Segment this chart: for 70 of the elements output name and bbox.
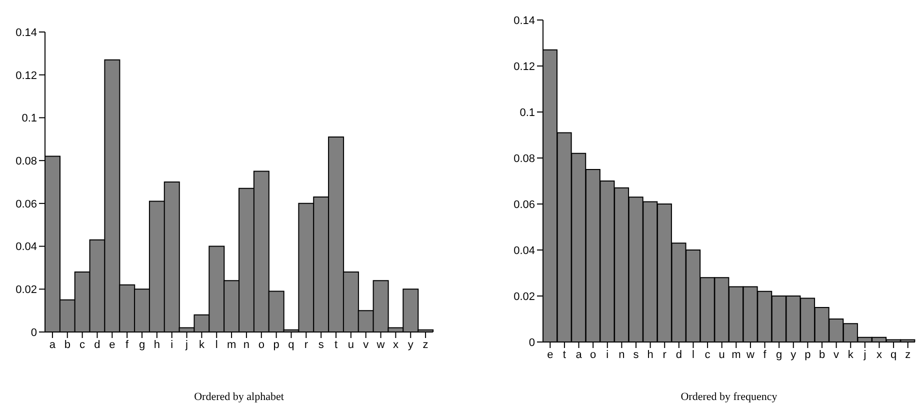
- x-tick-label: v: [834, 348, 840, 361]
- x-tick-label: k: [198, 338, 205, 351]
- x-tick-label: o: [258, 338, 264, 351]
- x-tick-label: o: [590, 348, 596, 361]
- x-tick-label: u: [718, 348, 725, 361]
- x-tick-label: y: [790, 348, 797, 361]
- y-tick-label: 0.06: [514, 198, 535, 211]
- x-tick-label: w: [376, 338, 385, 351]
- x-tick-label: p: [273, 338, 280, 351]
- y-tick-label: 0.08: [514, 152, 535, 165]
- x-tick-label: r: [662, 348, 667, 361]
- x-tick-label: q: [890, 348, 897, 361]
- x-tick-label: h: [647, 348, 654, 361]
- x-tick-label: t: [562, 348, 566, 361]
- x-tick-label: r: [304, 338, 308, 351]
- x-tick-label: j: [862, 348, 866, 361]
- x-tick-label: u: [348, 338, 354, 351]
- y-tick-label: 0.14: [514, 14, 535, 27]
- x-tick-label: b: [818, 348, 826, 361]
- x-tick-label: a: [576, 348, 583, 361]
- x-tick-label: e: [109, 338, 116, 351]
- x-tick-label: k: [848, 348, 854, 361]
- y-tick-label: 0.1: [22, 112, 37, 125]
- x-tick-label: i: [170, 338, 174, 351]
- y-tick-label: 0.04: [514, 244, 535, 257]
- y-tick-label: 0.12: [16, 70, 37, 82]
- x-tick-label: n: [618, 348, 625, 361]
- x-tick-label: p: [804, 348, 811, 361]
- x-tick-label: c: [80, 338, 86, 351]
- x-tick-label: w: [745, 348, 754, 361]
- x-tick-label: y: [408, 338, 414, 351]
- x-tick-label: s: [318, 338, 324, 351]
- x-tick-label: n: [243, 338, 250, 351]
- x-tick-label: h: [154, 338, 160, 351]
- x-tick-label: z: [422, 338, 428, 351]
- y-tick-label: 0.06: [16, 198, 37, 210]
- y-tick-label: 0.02: [514, 290, 535, 303]
- x-tick-label: x: [392, 338, 399, 351]
- x-tick-label: v: [363, 338, 370, 351]
- x-tick-label: d: [676, 348, 682, 361]
- y-tick-label: 0: [30, 326, 37, 339]
- y-tick-label: 0: [528, 336, 535, 349]
- x-tick-label: i: [606, 348, 609, 361]
- y-tick-label: 0.14: [16, 26, 37, 39]
- y-tick-label: 0.08: [16, 155, 37, 168]
- x-tick-label: z: [905, 348, 911, 361]
- y-tick-label: 0.1: [520, 106, 535, 119]
- x-tick-label: m: [226, 338, 236, 351]
- x-axis-title: Ordered by frequency: [680, 391, 778, 403]
- x-tick-label: m: [732, 348, 741, 361]
- x-tick-label: x: [876, 348, 882, 361]
- x-tick-label: c: [704, 348, 711, 361]
- x-tick-label: g: [776, 348, 782, 361]
- x-tick-label: e: [547, 348, 554, 361]
- x-tick-label: a: [49, 338, 56, 351]
- x-tick-label: q: [288, 338, 294, 351]
- x-tick-label: f: [126, 338, 130, 351]
- x-tick-label: b: [64, 338, 70, 351]
- x-tick-label: d: [94, 338, 100, 351]
- x-tick-label: f: [763, 348, 768, 361]
- y-tick-label: 0.02: [16, 284, 37, 296]
- x-tick-label: j: [184, 338, 188, 351]
- x-tick-label: s: [633, 348, 640, 361]
- y-tick-label: 0.12: [514, 60, 535, 73]
- x-tick-label: g: [138, 338, 146, 351]
- x-axis-title: Ordered by alphabet: [194, 391, 284, 403]
- x-tick-label: t: [334, 338, 338, 351]
- y-tick-label: 0.04: [16, 241, 37, 254]
- x-tick-label: l: [215, 338, 218, 351]
- x-tick-label: l: [692, 348, 694, 361]
